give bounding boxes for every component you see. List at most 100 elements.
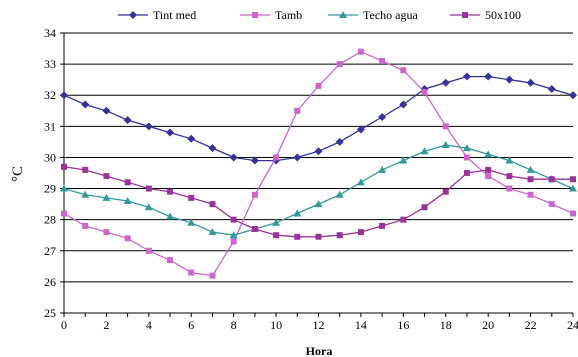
x-tick-label: 4 [146, 318, 152, 332]
data-point [167, 257, 174, 264]
data-point [378, 165, 387, 173]
x-tick-label: 16 [397, 318, 409, 332]
data-point [442, 188, 449, 195]
legend-item: Tamb [240, 8, 302, 22]
y-tick-label: 25 [44, 306, 56, 320]
data-point [463, 154, 470, 161]
data-point [124, 179, 131, 186]
data-point [294, 107, 301, 114]
data-point [81, 190, 90, 198]
legend-marker [339, 11, 347, 18]
data-point [123, 116, 132, 125]
data-point [209, 201, 216, 208]
legend-marker [462, 12, 468, 18]
data-point [526, 78, 535, 87]
y-tick-label: 26 [44, 275, 56, 289]
legend-marker [129, 11, 137, 19]
data-point [569, 91, 577, 100]
data-point [294, 233, 301, 240]
data-point [399, 100, 408, 109]
data-point [167, 188, 174, 195]
x-axis-title: Hora [306, 344, 333, 357]
data-point [400, 67, 407, 74]
data-point [336, 61, 343, 68]
data-point [315, 233, 322, 240]
data-point [484, 150, 493, 158]
data-point [102, 106, 111, 115]
data-point [506, 185, 513, 192]
data-point [441, 141, 450, 148]
x-tick-label: 14 [355, 318, 367, 332]
data-point [145, 185, 152, 192]
data-point [229, 153, 238, 162]
data-point [400, 216, 407, 223]
data-point [188, 269, 195, 276]
y-tick-label: 27 [44, 244, 56, 258]
legend-item: Tint med [118, 8, 196, 22]
data-point [335, 190, 344, 198]
data-point [420, 147, 429, 155]
data-point [229, 231, 238, 239]
data-point [188, 194, 195, 201]
legend-item: 50x100 [450, 8, 521, 22]
data-point [442, 123, 449, 130]
series-2 [60, 141, 577, 239]
y-tick-labels: 25 26 27 28 29 30 31 32 33 34 [44, 26, 56, 320]
x-tick-label: 0 [61, 318, 67, 332]
data-point [144, 122, 153, 131]
data-point [548, 176, 555, 183]
data-point [60, 91, 68, 100]
data-point [251, 226, 258, 232]
data-point [293, 153, 302, 162]
data-point [356, 178, 365, 186]
data-point [505, 156, 514, 164]
data-point [209, 272, 216, 279]
x-tick-label: 6 [188, 318, 194, 332]
data-point [145, 247, 152, 254]
data-point [526, 165, 535, 173]
data-point [421, 89, 428, 96]
data-point [293, 209, 302, 217]
data-point [441, 78, 450, 87]
x-tick-label: 22 [525, 318, 537, 332]
x-tick-label: 24 [567, 318, 578, 332]
data-point [166, 212, 175, 220]
series-0 [60, 72, 577, 165]
series-1 [61, 48, 576, 279]
data-point [103, 173, 110, 180]
data-point [335, 137, 344, 146]
data-point [527, 191, 534, 198]
series-line [63, 144, 574, 236]
data-point [357, 229, 364, 236]
data-point [463, 170, 470, 176]
data-point [251, 191, 258, 198]
x-tick-label: 20 [482, 318, 494, 332]
data-point [506, 173, 513, 180]
data-point [208, 144, 217, 153]
data-point [570, 176, 576, 183]
x-tick-label: 10 [270, 318, 282, 332]
x-tick-labels: 0 2 4 6 8 10 12 14 16 18 20 22 24 [61, 318, 578, 332]
data-point [336, 232, 343, 239]
data-point [187, 218, 196, 226]
data-point [379, 58, 386, 64]
y-tick-label: 29 [44, 182, 56, 196]
data-point [485, 173, 492, 180]
data-point [484, 72, 493, 81]
data-point [357, 48, 364, 55]
data-point [82, 222, 89, 229]
data-point [60, 184, 68, 192]
legend-label: Tamb [275, 8, 302, 22]
data-point [187, 134, 196, 143]
data-point [547, 85, 556, 93]
x-tick-label: 8 [231, 318, 237, 332]
data-point [399, 156, 408, 164]
y-tick-label: 31 [44, 119, 56, 133]
legend-label: Tint med [153, 8, 196, 22]
data-point [527, 176, 534, 183]
data-point [314, 147, 323, 156]
data-point [356, 125, 365, 134]
data-point [273, 154, 280, 161]
data-point [570, 210, 576, 217]
